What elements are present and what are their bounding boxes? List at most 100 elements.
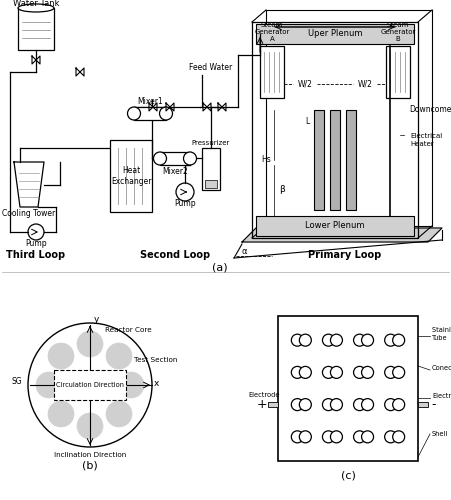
Text: Water Tank: Water Tank [13,0,59,8]
Bar [359,434,368,440]
Text: Reactor Core: Reactor Core [105,327,152,333]
Bar [297,434,305,440]
Bar [256,216,414,236]
Circle shape [48,343,74,369]
Polygon shape [242,228,442,242]
Bar [297,370,305,375]
Circle shape [28,224,44,240]
Circle shape [48,401,74,427]
Text: (c): (c) [341,471,355,481]
Bar [359,370,368,375]
Text: Electrode: Electrode [248,392,280,398]
Circle shape [291,398,304,410]
Text: Steam
Generator
B: Steam Generator B [380,22,416,42]
Circle shape [331,366,342,378]
Text: Second Loop: Second Loop [140,250,210,260]
Bar [110,140,152,212]
Text: y: y [94,314,99,324]
Circle shape [28,323,152,447]
Circle shape [354,398,366,410]
Text: Steam
Generator
A: Steam Generator A [254,22,290,42]
Circle shape [331,431,342,443]
Circle shape [385,431,397,443]
Bar [54,370,126,400]
Text: Mixer2: Mixer2 [162,166,188,175]
Text: Test Section: Test Section [134,357,177,363]
Circle shape [299,398,311,410]
Circle shape [385,398,397,410]
Text: Inclination Direction: Inclination Direction [54,452,126,458]
Bar [256,24,414,44]
Bar [260,46,284,98]
Bar [391,402,399,407]
Text: L: L [305,118,309,126]
Ellipse shape [184,152,197,165]
Bar [391,338,399,342]
Circle shape [291,431,304,443]
Circle shape [299,366,311,378]
Circle shape [354,366,366,378]
Bar [18,8,54,50]
Text: Hs: Hs [261,156,271,164]
Circle shape [291,334,304,346]
Bar [391,370,399,375]
Text: Mixer1: Mixer1 [137,98,163,106]
Polygon shape [14,162,44,207]
Circle shape [106,401,132,427]
Circle shape [362,398,373,410]
Text: Shell: Shell [432,431,448,437]
Text: -: - [432,398,436,411]
Circle shape [322,398,335,410]
Circle shape [362,431,373,443]
Text: SG: SG [11,376,22,386]
Bar [418,402,428,407]
Circle shape [106,343,132,369]
Text: (b): (b) [82,460,98,470]
Text: Pressurizer: Pressurizer [192,140,230,146]
Text: +: + [257,398,267,411]
Circle shape [291,366,304,378]
Circle shape [322,334,335,346]
Bar [386,46,410,98]
Circle shape [299,334,311,346]
Circle shape [354,334,366,346]
Circle shape [385,334,397,346]
Text: α: α [241,246,247,256]
Ellipse shape [160,107,172,120]
Text: Conector: Conector [432,365,451,371]
Circle shape [362,334,373,346]
Bar [278,316,418,461]
Ellipse shape [153,152,166,165]
Text: Uper Plenum: Uper Plenum [308,30,362,38]
Bar [391,434,399,440]
Text: Lower Plenum: Lower Plenum [305,222,365,230]
Circle shape [393,398,405,410]
Text: Stainless Steel
Tube: Stainless Steel Tube [432,328,451,340]
Text: Downcomer: Downcomer [409,106,451,114]
Bar [328,338,336,342]
Circle shape [331,334,342,346]
Text: Feed Water: Feed Water [189,64,232,72]
Text: Cooling Tower: Cooling Tower [2,210,55,218]
Bar [160,152,190,165]
Circle shape [77,331,103,357]
Bar [278,402,418,407]
Bar [297,338,305,342]
Circle shape [36,372,62,398]
Bar [328,370,336,375]
Circle shape [393,366,405,378]
Circle shape [385,366,397,378]
Text: Electrode: Electrode [432,393,451,399]
Text: Electrical
Heater: Electrical Heater [410,134,442,146]
Circle shape [299,431,311,443]
Bar [314,110,324,210]
Bar [328,402,336,407]
Text: Primary Loop: Primary Loop [308,250,382,260]
Text: W/2: W/2 [298,80,313,88]
Bar [346,110,356,210]
Circle shape [322,366,335,378]
Circle shape [393,431,405,443]
Bar [202,148,220,190]
Bar [359,402,368,407]
Text: β: β [279,186,285,194]
